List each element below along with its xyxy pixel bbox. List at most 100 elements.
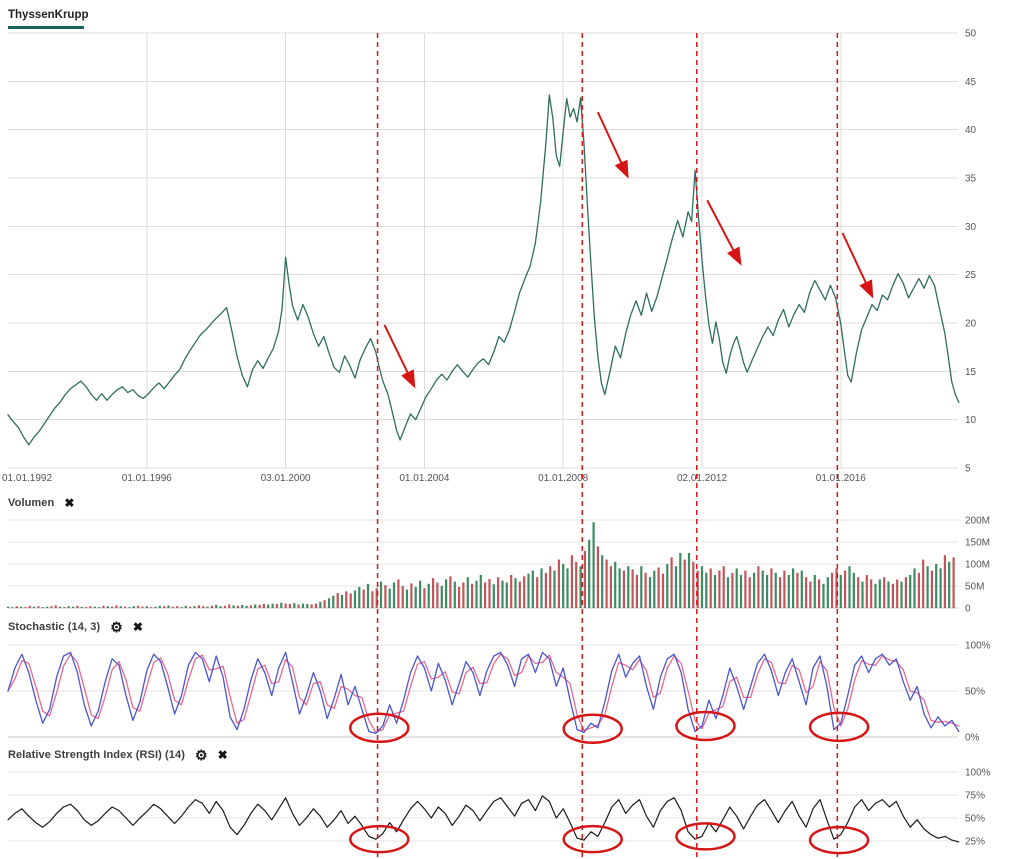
volume-bar — [813, 575, 816, 608]
volume-bar — [943, 555, 946, 608]
volume-axis-label: 150M — [965, 538, 990, 549]
stochastic-axis-label: 0% — [965, 733, 980, 744]
volume-bar — [926, 566, 929, 608]
volume-bar — [262, 604, 265, 608]
volume-bar — [401, 586, 404, 608]
volume-bar — [761, 570, 764, 608]
downtrend-arrow — [706, 199, 742, 266]
volume-bar — [744, 570, 747, 608]
volume-bar — [748, 577, 751, 608]
volume-bar — [488, 579, 491, 608]
volume-bar — [288, 604, 291, 608]
volume-bar — [28, 605, 31, 608]
volume-bar — [887, 581, 890, 608]
volume-bar — [63, 607, 66, 608]
volume-bar — [102, 605, 105, 608]
stochastic-panel-title: Stochastic (14, 3) — [8, 621, 101, 633]
volume-bar — [757, 566, 760, 608]
volume-bar — [922, 559, 925, 608]
volume-bar — [644, 572, 647, 608]
price-axis-label: 40 — [965, 125, 977, 136]
volume-bar — [392, 582, 396, 608]
volume-bar — [930, 570, 933, 608]
volume-bar — [527, 573, 530, 608]
volume-bar — [774, 572, 777, 608]
date-axis-label: 01.01.2008 — [538, 473, 588, 484]
volume-bar — [301, 603, 305, 608]
price-axis-label: 50 — [965, 29, 977, 40]
volume-bar — [596, 546, 599, 608]
volume-bar — [293, 603, 296, 608]
volume-bar — [505, 582, 508, 608]
volume-bar — [726, 577, 730, 608]
volume-bar — [384, 585, 387, 608]
volume-bar — [627, 566, 630, 608]
volume-bar — [45, 606, 49, 608]
volume-bar — [349, 593, 352, 608]
volume-bar — [692, 561, 695, 608]
date-axis-label: 03.01.2000 — [261, 473, 311, 484]
volume-bar — [913, 568, 916, 608]
stochastic-k-line — [7, 651, 960, 734]
close-icon[interactable]: ✖ — [64, 496, 75, 510]
volume-bar — [648, 577, 652, 608]
volume-bar — [236, 605, 239, 608]
volume-bar — [705, 572, 708, 608]
volume-bar — [878, 579, 881, 608]
volume-axis-label: 0 — [965, 604, 971, 615]
stochastic-panel-header: Stochastic (14, 3) ⚙ ✖ — [8, 620, 143, 634]
volume-bar — [588, 539, 591, 608]
volume-bar — [397, 579, 400, 608]
volume-bar — [653, 570, 656, 608]
volume-bar — [462, 582, 465, 608]
volume-bar — [601, 555, 604, 608]
volume-bar — [479, 575, 482, 608]
volume-bar — [544, 572, 547, 608]
volume-bar — [228, 604, 231, 608]
date-axis-label: 02.01.2012 — [677, 473, 727, 484]
volume-bar — [327, 598, 331, 608]
volume-bar — [54, 605, 57, 608]
volume-bar — [939, 568, 942, 608]
volume-bar — [410, 583, 413, 608]
volume-bar — [98, 607, 101, 608]
symbol-tab[interactable]: ThyssenKrupp — [8, 5, 89, 29]
volume-bar — [861, 581, 864, 608]
volume-bar — [332, 595, 335, 608]
settings-gear-icon[interactable]: ⚙ — [110, 619, 123, 635]
volume-bar — [739, 575, 743, 608]
volume-bar — [857, 577, 860, 608]
volume-bar — [635, 575, 638, 608]
volume-bar — [158, 605, 161, 608]
close-icon[interactable]: ✖ — [132, 620, 143, 634]
volume-bar — [735, 568, 738, 608]
volume-bar — [80, 606, 83, 608]
volume-bar — [89, 606, 92, 608]
stochastic-d-line — [7, 653, 960, 734]
volume-bar — [440, 586, 443, 608]
volume-bar — [306, 604, 309, 608]
volume-bar — [792, 568, 795, 608]
date-axis-label: 01.01.2016 — [816, 473, 866, 484]
volume-bar — [362, 589, 365, 608]
volume-bar — [210, 605, 213, 608]
volume-bar — [371, 591, 374, 608]
volume-bar — [531, 570, 534, 608]
volume-bar — [609, 566, 612, 608]
volume-bar — [358, 586, 361, 608]
settings-gear-icon[interactable]: ⚙ — [195, 747, 208, 763]
volume-bar — [258, 604, 261, 608]
volume-bar — [323, 600, 326, 608]
volume-bar — [805, 577, 808, 608]
volume-bar — [622, 570, 625, 608]
volume-bar — [666, 564, 669, 608]
close-icon[interactable]: ✖ — [217, 748, 228, 762]
tab-active-underline — [8, 26, 84, 29]
volume-bar — [85, 607, 88, 608]
volume-bar — [952, 557, 955, 608]
volume-bar — [115, 605, 118, 608]
volume-bar — [427, 583, 430, 608]
volume-bar — [67, 606, 70, 608]
